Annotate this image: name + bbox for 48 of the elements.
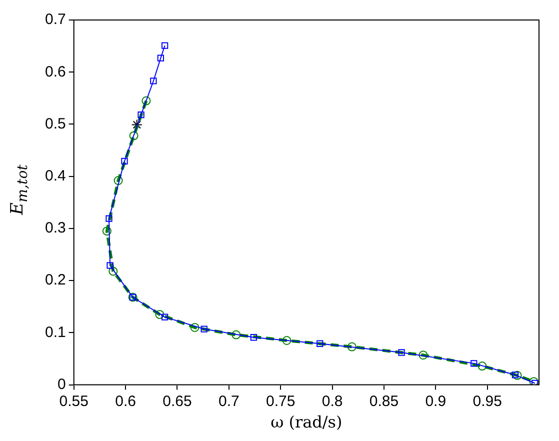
x-tick-label: 0.95 [472, 392, 502, 410]
x-axis-title: ω (rad/s) [270, 412, 342, 432]
y-tick-label: 0.6 [44, 63, 66, 80]
point [347, 342, 356, 352]
point [512, 372, 519, 378]
point [155, 310, 164, 319]
y-tick-label: 0.3 [44, 220, 66, 237]
y-tick-label: 0.2 [44, 272, 66, 289]
point [512, 370, 522, 380]
point [418, 350, 428, 360]
point [316, 340, 324, 347]
point [398, 349, 405, 356]
y-tick-label: 0.5 [44, 115, 66, 132]
point [478, 362, 487, 371]
point [114, 176, 123, 186]
y-tick-label: 0.1 [44, 324, 66, 341]
point [150, 78, 157, 84]
x-tick-label: 0.6 [115, 392, 136, 410]
point [121, 158, 128, 165]
x-tick-label: 0.7 [218, 392, 240, 410]
point [250, 334, 258, 341]
point [282, 336, 292, 346]
y-tick-label: 0 [58, 376, 66, 393]
point [108, 266, 118, 276]
point [161, 314, 168, 320]
point [529, 377, 538, 385]
x-tick-label: 0.9 [425, 392, 446, 410]
point [232, 330, 241, 340]
x-tick-label: 0.8 [322, 392, 343, 410]
point [106, 215, 112, 222]
point [157, 54, 164, 62]
point [142, 96, 151, 106]
x-tick-label: 0.75 [266, 392, 296, 410]
point [161, 42, 168, 49]
point [129, 131, 138, 140]
point [470, 360, 478, 367]
point [102, 226, 112, 236]
x-tick-label: 0.85 [369, 392, 399, 410]
x-tick-label: 0.55 [59, 392, 88, 410]
point [200, 326, 208, 332]
x-tick-label: 0.65 [162, 392, 192, 410]
point [138, 112, 144, 118]
point [106, 262, 114, 269]
y-tick-label: 0.7 [44, 11, 66, 28]
point [190, 322, 200, 332]
point [131, 119, 142, 130]
point [532, 380, 538, 385]
y-tick-label: 0.4 [44, 167, 66, 184]
